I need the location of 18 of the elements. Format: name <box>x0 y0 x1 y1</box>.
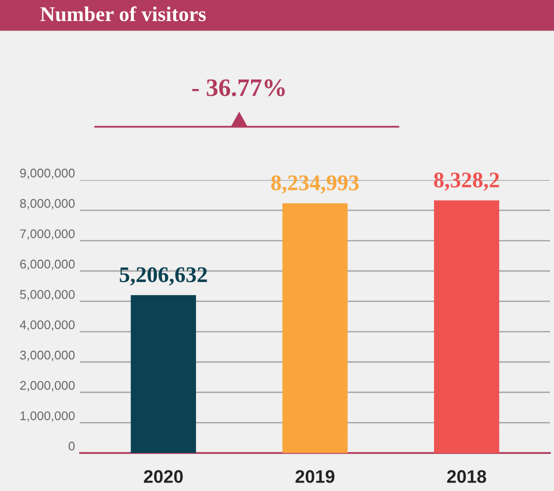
y-tick-label: 3,000,000 <box>20 350 75 362</box>
text: - 36.77% <box>192 79 285 96</box>
y-tick-label: 4,000,000 <box>20 320 75 331</box>
x-tick-label: 2018 <box>447 470 486 483</box>
y-tick-label: 1,000,000 <box>20 411 75 422</box>
y-tick-label: 8,000,000 <box>20 199 75 210</box>
x-tick-label: 2020 <box>144 470 183 483</box>
data-label: 5,206,632 <box>120 267 207 286</box>
data-label: 8,234,993 <box>271 175 359 194</box>
y-tick-label: 0 <box>68 442 75 451</box>
x-tick-label: 2019 <box>296 470 334 483</box>
y-tick-label: 7,000,000 <box>20 229 75 240</box>
y-tick-label: 2,000,000 <box>20 381 75 392</box>
chart-title: Number of visitors <box>40 6 206 22</box>
data-label: 8,328,2 <box>434 172 499 191</box>
y-tick-label: 6,000,000 <box>20 260 75 270</box>
y-tick-label: 9,000,000 <box>20 168 75 180</box>
y-tick-label: 5,000,000 <box>20 290 75 300</box>
